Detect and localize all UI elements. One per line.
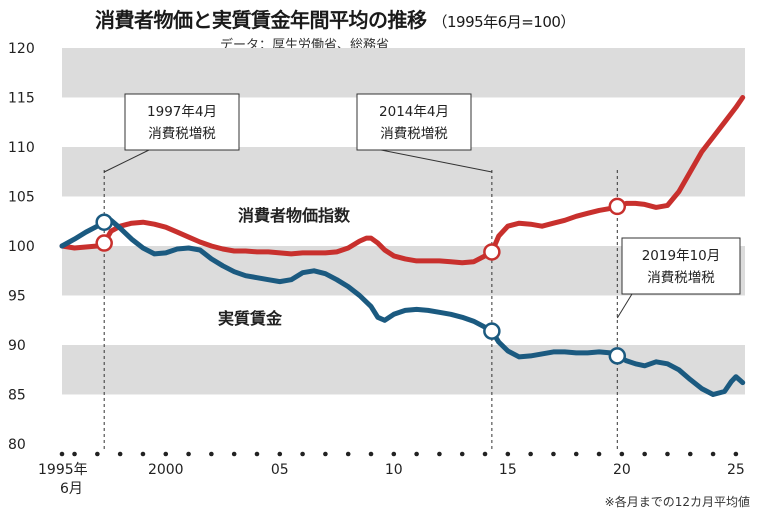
y-tick-label: 120 [8,41,35,57]
x-tick-dot [437,451,442,457]
x-tick-dot [482,451,488,457]
y-tick-label: 80 [8,437,26,453]
callout-text: 消費税増税 [647,270,715,286]
x-tick-label: 6月 [60,481,83,497]
grid-band [62,147,745,197]
y-tick-label: 95 [8,289,26,305]
y-tick-label: 110 [8,140,35,156]
x-tick-dot [665,451,670,457]
event-marker [608,197,627,216]
x-tick-label: 20 [613,462,631,478]
x-tick-label: 1995年 [38,462,88,478]
callout-box [621,237,741,295]
y-tick-label: 100 [8,239,35,255]
x-tick-dot [186,451,191,457]
x-tick-dot [140,451,146,457]
x-tick-dot [323,451,328,457]
callout-text: 消費税増税 [380,126,448,142]
callout-date: 2019年10月 [642,248,721,264]
x-tick-dot [163,451,169,457]
x-tick-dot [596,451,602,457]
x-tick-dot [528,451,533,457]
x-tick-dot [254,451,260,457]
series-label-cpi: 消費者物価指数 [238,206,351,225]
x-tick-dot [414,451,419,457]
x-tick-label: 2000 [148,462,184,478]
event-marker [95,213,113,231]
x-tick-dot [505,451,511,457]
y-tick-label: 90 [8,338,26,354]
series-line-0 [59,95,746,266]
footnote: ※各月までの12カ月平均値 [604,495,750,509]
x-tick-label: 05 [271,462,289,478]
callout-date: 2014年4月 [379,104,449,120]
x-tick-dot [368,451,374,457]
x-tick-dot [277,451,283,457]
x-tick-dot [300,451,305,457]
callout-box [356,93,472,151]
x-tick-dot [551,451,556,457]
callout-date: 1997年4月 [147,104,217,120]
grid-band [62,345,745,395]
x-tick-dot [573,451,579,457]
callout-box [124,93,240,151]
event-marker [483,322,501,340]
chart-subtitle: （1995年6月=100） [432,13,576,31]
event-marker [608,347,627,365]
x-tick-label: 10 [385,462,403,478]
x-tick-dot [710,451,716,457]
x-tick-dot [117,451,123,457]
y-tick-label: 115 [8,91,35,107]
callout-pointer [616,293,633,319]
y-tick-label: 85 [8,388,26,404]
event-marker [483,243,501,261]
series-line-1 [59,217,746,397]
callout-text: 消費税増税 [148,126,216,142]
callout-pointer [380,149,492,173]
x-tick-dot [642,451,647,457]
series-label-wage: 実質賃金 [218,309,283,328]
chart-title: 消費者物価と実質賃金年間平均の推移 （1995年6月=100） [95,8,576,32]
x-tick-dot [231,451,237,457]
x-tick-label: 25 [727,462,745,478]
x-tick-dot [209,451,214,457]
x-tick-dot [687,451,693,457]
x-tick-dot [95,451,100,457]
x-tick-dot [59,451,65,457]
event-marker [95,234,113,252]
x-tick-dot [391,451,397,457]
x-tick-dot [72,451,77,457]
x-tick-dot [345,451,351,457]
grid-band [62,48,745,98]
x-tick-dot [459,451,465,457]
x-tick-dot [733,451,739,457]
callout-pointer [103,149,150,173]
x-tick-label: 15 [499,462,517,478]
x-tick-dot [619,451,625,457]
y-tick-label: 105 [8,190,35,206]
